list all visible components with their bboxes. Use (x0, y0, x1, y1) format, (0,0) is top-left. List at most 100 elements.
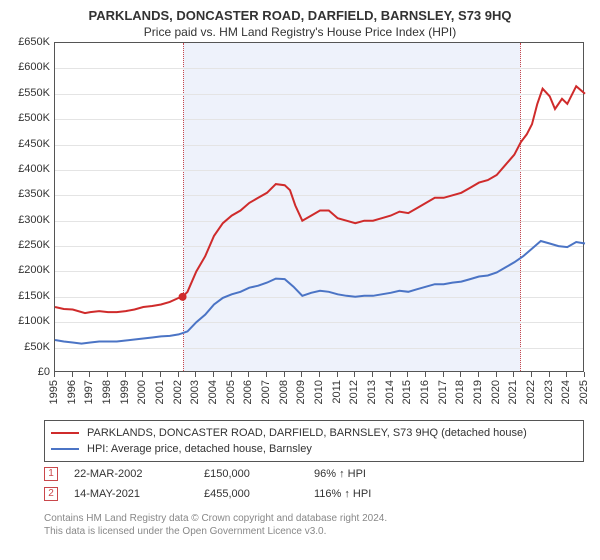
x-tick-mark (231, 372, 232, 377)
x-tick-label: 2014 (384, 380, 396, 404)
x-tick-label: 2011 (331, 380, 343, 404)
table-row: 2 14-MAY-2021 £455,000 116% ↑ HPI (44, 484, 444, 504)
x-tick-mark (107, 372, 108, 377)
legend-label: PARKLANDS, DONCASTER ROAD, DARFIELD, BAR… (87, 427, 527, 439)
x-tick-mark (54, 372, 55, 377)
x-tick-label: 2001 (154, 380, 166, 404)
plot-area (54, 42, 584, 372)
x-tick-mark (248, 372, 249, 377)
x-tick-mark (125, 372, 126, 377)
y-tick-label: £550K (0, 87, 50, 99)
x-tick-mark (178, 372, 179, 377)
x-tick-mark (513, 372, 514, 377)
x-tick-label: 2018 (454, 380, 466, 404)
x-tick-mark (496, 372, 497, 377)
x-tick-mark (142, 372, 143, 377)
x-tick-mark (337, 372, 338, 377)
y-tick-label: £50K (0, 341, 50, 353)
legend: PARKLANDS, DONCASTER ROAD, DARFIELD, BAR… (44, 420, 584, 462)
x-tick-label: 2008 (278, 380, 290, 404)
x-tick-label: 2021 (507, 380, 519, 404)
x-tick-mark (390, 372, 391, 377)
chart-area: £0£50K£100K£150K£200K£250K£300K£350K£400… (0, 42, 600, 412)
x-tick-mark (284, 372, 285, 377)
x-tick-label: 1999 (119, 380, 131, 404)
sale-index-box: 1 (44, 467, 58, 481)
x-tick-label: 1998 (101, 380, 113, 404)
sale-hpi: 116% ↑ HPI (314, 488, 444, 500)
x-tick-mark (566, 372, 567, 377)
y-tick-label: £150K (0, 290, 50, 302)
table-row: 1 22-MAR-2002 £150,000 96% ↑ HPI (44, 464, 444, 484)
x-tick-label: 2012 (348, 380, 360, 404)
y-tick-label: £400K (0, 163, 50, 175)
x-tick-label: 2009 (295, 380, 307, 404)
x-tick-mark (478, 372, 479, 377)
y-tick-label: £350K (0, 188, 50, 200)
y-tick-label: £500K (0, 112, 50, 124)
chart-title-sub: Price paid vs. HM Land Registry's House … (0, 23, 600, 43)
y-tick-label: £200K (0, 264, 50, 276)
x-tick-mark (584, 372, 585, 377)
x-tick-label: 2003 (189, 380, 201, 404)
sale-dot (179, 293, 187, 301)
x-tick-mark (160, 372, 161, 377)
x-tick-label: 2017 (437, 380, 449, 404)
x-tick-label: 2004 (207, 380, 219, 404)
sale-date: 22-MAR-2002 (74, 468, 204, 480)
x-tick-mark (549, 372, 550, 377)
x-tick-label: 2006 (242, 380, 254, 404)
footnote-line: This data is licensed under the Open Gov… (44, 525, 584, 538)
legend-swatch (51, 432, 79, 434)
y-tick-label: £100K (0, 315, 50, 327)
sale-index-box: 2 (44, 487, 58, 501)
sale-price: £150,000 (204, 468, 314, 480)
x-tick-label: 2015 (401, 380, 413, 404)
x-tick-label: 2025 (578, 380, 590, 404)
x-tick-label: 2007 (260, 380, 272, 404)
x-tick-mark (372, 372, 373, 377)
x-tick-mark (319, 372, 320, 377)
x-tick-mark (266, 372, 267, 377)
y-tick-label: £600K (0, 61, 50, 73)
x-tick-label: 1997 (83, 380, 95, 404)
x-tick-label: 2000 (136, 380, 148, 404)
sale-date: 14-MAY-2021 (74, 488, 204, 500)
footnote-line: Contains HM Land Registry data © Crown c… (44, 512, 584, 525)
x-tick-label: 2010 (313, 380, 325, 404)
y-tick-label: £650K (0, 36, 50, 48)
x-tick-mark (301, 372, 302, 377)
x-tick-mark (195, 372, 196, 377)
x-tick-mark (89, 372, 90, 377)
x-tick-mark (531, 372, 532, 377)
sale-hpi: 96% ↑ HPI (314, 468, 444, 480)
footnote: Contains HM Land Registry data © Crown c… (44, 512, 584, 538)
legend-swatch (51, 448, 79, 450)
x-axis: 1995199619971998199920002001200220032004… (54, 372, 584, 412)
x-tick-label: 1995 (48, 380, 60, 404)
series-property (55, 86, 585, 313)
x-tick-mark (460, 372, 461, 377)
x-tick-mark (443, 372, 444, 377)
x-tick-mark (213, 372, 214, 377)
x-tick-mark (354, 372, 355, 377)
x-tick-label: 2023 (543, 380, 555, 404)
x-tick-label: 2022 (525, 380, 537, 404)
y-tick-label: £450K (0, 138, 50, 150)
x-tick-mark (72, 372, 73, 377)
series-hpi (55, 241, 585, 344)
chart-title-main: PARKLANDS, DONCASTER ROAD, DARFIELD, BAR… (0, 0, 600, 23)
x-tick-label: 1996 (66, 380, 78, 404)
line-layer (55, 43, 585, 373)
x-tick-mark (407, 372, 408, 377)
x-tick-label: 2019 (472, 380, 484, 404)
y-tick-label: £300K (0, 214, 50, 226)
x-tick-label: 2002 (172, 380, 184, 404)
x-tick-label: 2020 (490, 380, 502, 404)
legend-row: HPI: Average price, detached house, Barn… (51, 441, 577, 457)
x-tick-label: 2016 (419, 380, 431, 404)
y-tick-label: £250K (0, 239, 50, 251)
legend-label: HPI: Average price, detached house, Barn… (87, 443, 312, 455)
x-tick-label: 2013 (366, 380, 378, 404)
sales-table: 1 22-MAR-2002 £150,000 96% ↑ HPI 2 14-MA… (44, 464, 444, 504)
